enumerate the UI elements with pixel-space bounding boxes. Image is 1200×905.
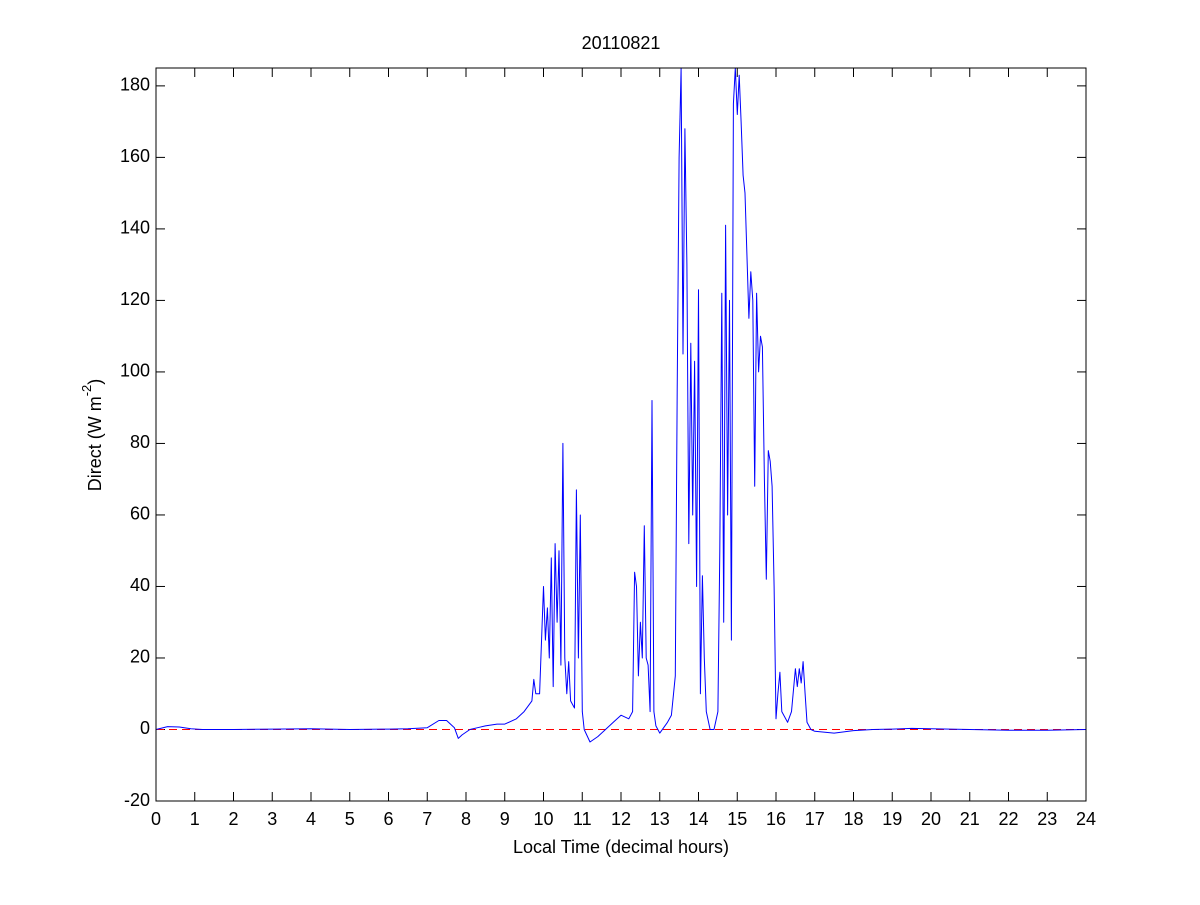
x-tick-label: 14 — [688, 809, 708, 829]
x-tick-label: 7 — [422, 809, 432, 829]
x-tick-label: 23 — [1037, 809, 1057, 829]
x-tick-label: 11 — [573, 809, 592, 829]
x-tick-label: 10 — [533, 809, 553, 829]
x-tick-label: 19 — [882, 809, 902, 829]
y-label-sup: -2 — [79, 385, 94, 397]
x-tick-label: 22 — [998, 809, 1018, 829]
x-tick-label: 12 — [611, 809, 631, 829]
x-tick-label: 17 — [805, 809, 825, 829]
y-label-end: ) — [85, 379, 105, 385]
x-tick-label: 24 — [1076, 809, 1096, 829]
y-tick-label: 180 — [120, 75, 150, 95]
x-tick-label: 13 — [650, 809, 670, 829]
x-tick-label: 21 — [960, 809, 980, 829]
y-tick-label: 120 — [120, 289, 150, 309]
x-tick-label: 15 — [727, 809, 747, 829]
x-tick-label: 16 — [766, 809, 786, 829]
y-tick-label: 140 — [120, 218, 150, 238]
y-tick-label: -20 — [124, 790, 150, 810]
x-tick-label: 9 — [500, 809, 510, 829]
y-tick-label: 0 — [140, 718, 150, 738]
y-axis-label: Direct (W m-2) — [79, 379, 104, 492]
data-line — [155, 67, 1087, 743]
y-tick-label: 80 — [130, 432, 150, 452]
y-tick-label: 20 — [130, 647, 150, 667]
x-tick-label: 8 — [461, 809, 471, 829]
y-label-text: Direct (W m — [85, 396, 105, 491]
y-tick-label: 160 — [120, 146, 150, 166]
x-tick-label: 5 — [345, 809, 355, 829]
x-tick-label: 3 — [267, 809, 277, 829]
chart-title: 20110821 — [582, 33, 661, 53]
x-tick-label: 18 — [843, 809, 863, 829]
plot-frame — [155, 67, 1087, 802]
x-tick-label: 0 — [151, 809, 161, 829]
x-tick-label: 2 — [228, 809, 238, 829]
y-tick-label: 100 — [120, 361, 150, 381]
y-tick-label: 60 — [130, 504, 150, 524]
x-tick-label: 4 — [306, 809, 316, 829]
y-tick-label: 40 — [130, 575, 150, 595]
x-tick-label: 6 — [383, 809, 393, 829]
x-tick-label: 1 — [190, 809, 200, 829]
x-axis-label: Local Time (decimal hours) — [513, 837, 729, 857]
x-tick-label: 20 — [921, 809, 941, 829]
